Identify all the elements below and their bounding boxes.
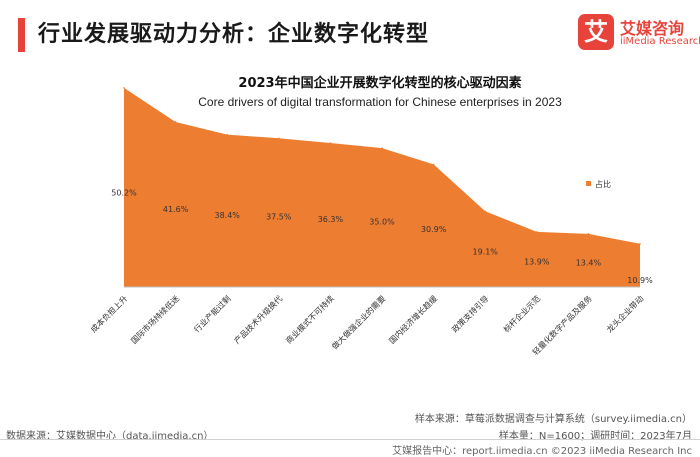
data-point-8 bbox=[536, 231, 538, 233]
logo-name-en: iiMedia Research bbox=[620, 36, 700, 47]
data-label: 38.4% bbox=[214, 211, 240, 220]
data-point-7 bbox=[484, 210, 487, 213]
data-point-2 bbox=[226, 133, 228, 136]
data-label: 35.0% bbox=[369, 217, 395, 226]
legend-label: 占比 bbox=[595, 179, 611, 189]
page-title: 行业发展驱动力分析：企业数字化转型 bbox=[38, 22, 430, 47]
sample-info: 样本量：N=1600；调研时间：2023年7月 bbox=[498, 431, 692, 442]
data-label: 13.4% bbox=[576, 258, 602, 267]
chart-title: 2023年中国企业开展数字化转型的核心驱动因素 bbox=[238, 76, 522, 91]
report-link: 艾媒报告中心：report.iimedia.cn ©2023 iiMedia R… bbox=[392, 446, 692, 457]
x-tick-label: 成本负担上升 bbox=[88, 293, 129, 334]
data-label: 19.1% bbox=[472, 248, 498, 257]
x-tick-label: 政策支持引导 bbox=[450, 293, 491, 334]
x-tick-label: 龙头企业带动 bbox=[604, 293, 645, 334]
x-tick-label: 国际市场持续低迷 bbox=[129, 293, 181, 345]
x-tick-label: 标杆企业示范 bbox=[501, 293, 542, 334]
x-tick-label: 产品技术升级换代 bbox=[232, 293, 284, 345]
data-point-9 bbox=[587, 233, 590, 235]
data-point-10 bbox=[639, 242, 641, 245]
x-tick-label: 行业产能过剩 bbox=[192, 293, 233, 334]
sample-source: 样本来源：草莓派数据调查与计算系统（survey.iimedia.cn） bbox=[414, 414, 692, 425]
x-tick-label: 商业模式不可持续 bbox=[283, 293, 335, 345]
data-source: 数据来源：艾媒数据中心（data.iimedia.cn） bbox=[6, 431, 214, 442]
legend-swatch bbox=[586, 181, 591, 186]
brand-logo: 艾 艾媒咨询 iiMedia Research bbox=[578, 14, 700, 54]
data-point-4 bbox=[329, 142, 332, 144]
logo-name-cn: 艾媒咨询 bbox=[620, 19, 685, 38]
title-accent-bar bbox=[18, 18, 25, 52]
data-point-3 bbox=[278, 137, 280, 140]
data-point-5 bbox=[381, 147, 383, 149]
data-label: 10.9% bbox=[627, 276, 653, 285]
data-point-0 bbox=[123, 87, 125, 89]
area-series-占比 bbox=[124, 87, 640, 287]
data-point-1 bbox=[174, 121, 177, 123]
data-label: 36.3% bbox=[318, 215, 344, 224]
x-tick-label: 国内经济增长趋缓 bbox=[387, 293, 439, 345]
data-point-6 bbox=[432, 163, 435, 166]
data-label: 41.6% bbox=[163, 205, 189, 214]
data-label: 37.5% bbox=[266, 213, 292, 222]
chart-subtitle: Core drivers of digital transformation f… bbox=[198, 95, 562, 109]
footer-divider bbox=[0, 439, 700, 440]
data-label: 30.9% bbox=[421, 225, 447, 234]
data-label: 50.2% bbox=[111, 188, 137, 197]
data-label: 13.9% bbox=[524, 258, 550, 267]
logo-mark: 艾 bbox=[578, 14, 614, 50]
x-tick-label: 做大做强企业的需要 bbox=[329, 293, 387, 351]
